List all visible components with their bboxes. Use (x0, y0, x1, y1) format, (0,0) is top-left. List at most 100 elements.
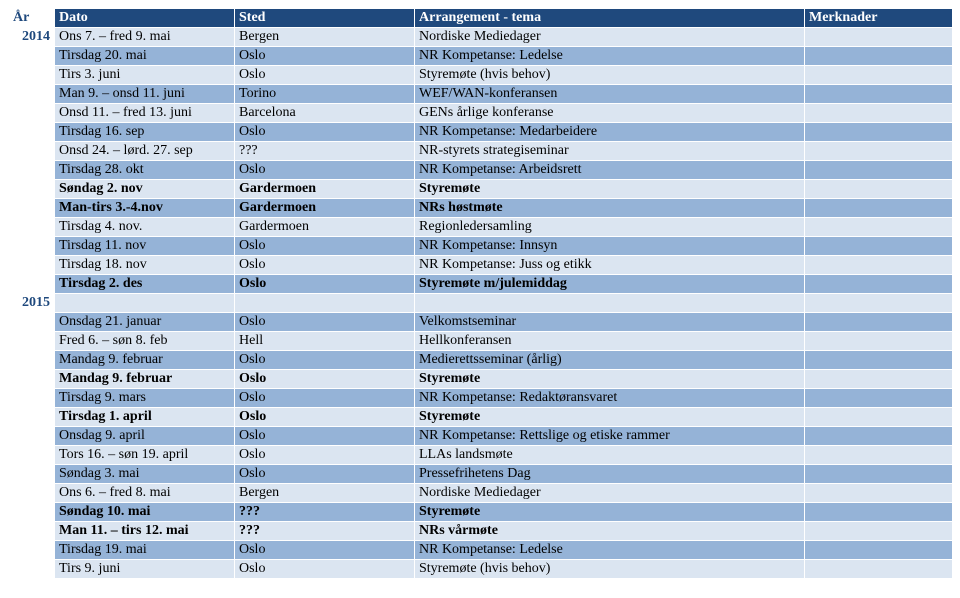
cell-dato: Ons 6. – fred 8. mai (55, 484, 235, 503)
cell-dato: Tirsdag 9. mars (55, 389, 235, 408)
year-2015: 2015 (9, 294, 55, 313)
cell-sted: Gardermoen (235, 180, 415, 199)
table-row: Tirs 9. juniOsloStyremøte (hvis behov) (9, 560, 953, 579)
table-row: Tirsdag 11. novOsloNR Kompetanse: Innsyn (9, 237, 953, 256)
col-sted: Sted (235, 9, 415, 28)
cell-dato: Mandag 9. februar (55, 370, 235, 389)
cell-sted: Torino (235, 85, 415, 104)
cell-sted: Oslo (235, 351, 415, 370)
table-row: Tirsdag 20. maiOsloNR Kompetanse: Ledels… (9, 47, 953, 66)
year-blank (9, 161, 55, 180)
year-blank (9, 218, 55, 237)
year-blank (9, 199, 55, 218)
table-row: Søndag 2. novGardermoenStyremøte (9, 180, 953, 199)
table-row: Tirsdag 16. sepOsloNR Kompetanse: Medarb… (9, 123, 953, 142)
year-blank (9, 180, 55, 199)
year-blank (9, 560, 55, 579)
cell-arr: Medierettsseminar (årlig) (415, 351, 805, 370)
cell-arr: Velkomstseminar (415, 313, 805, 332)
cell-dato: Tors 16. – søn 19. april (55, 446, 235, 465)
cell-merk (805, 104, 953, 123)
cell-sted: Gardermoen (235, 218, 415, 237)
cell-sted: Barcelona (235, 104, 415, 123)
year-blank (9, 541, 55, 560)
cell-arr: WEF/WAN-konferansen (415, 85, 805, 104)
table-row: Mandag 9. februarOsloMedierettsseminar (… (9, 351, 953, 370)
cell-arr: Styremøte (hvis behov) (415, 66, 805, 85)
table-row: Man-tirs 3.-4.novGardermoenNRs høstmøte (9, 199, 953, 218)
cell-arr: NRs høstmøte (415, 199, 805, 218)
year-blank (9, 256, 55, 275)
cell-sted: Oslo (235, 541, 415, 560)
cell-arr: NR Kompetanse: Ledelse (415, 541, 805, 560)
table-row: Onsdag 9. aprilOsloNR Kompetanse: Rettsl… (9, 427, 953, 446)
cell-dato: Mandag 9. februar (55, 351, 235, 370)
cell-dato: Tirsdag 11. nov (55, 237, 235, 256)
cell-sted: Oslo (235, 123, 415, 142)
cell-arr: NR Kompetanse: Medarbeidere (415, 123, 805, 142)
cell-dato: Ons 7. – fred 9. mai (55, 28, 235, 47)
cell-arr: Pressefrihetens Dag (415, 465, 805, 484)
table-row: Onsd 11. – fred 13. juniBarcelonaGENs år… (9, 104, 953, 123)
cell-merk (805, 560, 953, 579)
cell-sted: ??? (235, 522, 415, 541)
cell-dato: Tirsdag 19. mai (55, 541, 235, 560)
cell-dato: Tirs 9. juni (55, 560, 235, 579)
year-blank (9, 142, 55, 161)
cell-dato: Søndag 10. mai (55, 503, 235, 522)
year-blank (9, 66, 55, 85)
cell-dato: Onsd 24. – lørd. 27. sep (55, 142, 235, 161)
table-row: Tirs 3. juniOsloStyremøte (hvis behov) (9, 66, 953, 85)
year-row-2015: 2015 (9, 294, 953, 313)
col-merk: Merknader (805, 9, 953, 28)
col-dato: Dato (55, 9, 235, 28)
cell-merk (805, 370, 953, 389)
cell-merk (805, 351, 953, 370)
table-row: Tirsdag 19. maiOsloNR Kompetanse: Ledels… (9, 541, 953, 560)
cell-arr: LLAs landsmøte (415, 446, 805, 465)
cell-merk (805, 313, 953, 332)
cell-dato: Man 11. – tirs 12. mai (55, 522, 235, 541)
cell-arr: Hellkonferansen (415, 332, 805, 351)
cell-merk (805, 389, 953, 408)
table-row: Onsd 24. – lørd. 27. sep???NR-styrets st… (9, 142, 953, 161)
cell-merk (805, 256, 953, 275)
cell-sted: Bergen (235, 484, 415, 503)
cell-sted: Oslo (235, 389, 415, 408)
cell-merk (805, 465, 953, 484)
table-row: Tirsdag 2. desOsloStyremøte m/julemiddag (9, 275, 953, 294)
cell-sted (235, 294, 415, 313)
cell-merk (805, 180, 953, 199)
year-blank (9, 47, 55, 66)
cell-dato: Fred 6. – søn 8. feb (55, 332, 235, 351)
cell-sted: Oslo (235, 237, 415, 256)
cell-arr: Nordiske Mediedager (415, 28, 805, 47)
table-row: Fred 6. – søn 8. febHellHellkonferansen (9, 332, 953, 351)
cell-dato (55, 294, 235, 313)
year-blank (9, 446, 55, 465)
cell-arr: NR Kompetanse: Ledelse (415, 47, 805, 66)
cell-dato: Tirsdag 20. mai (55, 47, 235, 66)
cell-sted: Oslo (235, 47, 415, 66)
table-row: Tirsdag 1. aprilOsloStyremøte (9, 408, 953, 427)
year-2014: 2014 (9, 28, 55, 47)
cell-sted: Oslo (235, 560, 415, 579)
cell-dato: Søndag 3. mai (55, 465, 235, 484)
cell-dato: Tirsdag 18. nov (55, 256, 235, 275)
col-arr: Arrangement - tema (415, 9, 805, 28)
cell-arr: NR Kompetanse: Rettslige og etiske ramme… (415, 427, 805, 446)
table-row: Tirsdag 18. novOsloNR Kompetanse: Juss o… (9, 256, 953, 275)
cell-sted: Oslo (235, 370, 415, 389)
table-row: Tirsdag 9. marsOsloNR Kompetanse: Redakt… (9, 389, 953, 408)
cell-arr: Styremøte (hvis behov) (415, 560, 805, 579)
cell-dato: Tirsdag 1. april (55, 408, 235, 427)
year-blank (9, 123, 55, 142)
year-blank (9, 313, 55, 332)
col-ar: År (9, 9, 55, 28)
table-row: Man 11. – tirs 12. mai???NRs vårmøte (9, 522, 953, 541)
cell-merk (805, 218, 953, 237)
cell-sted: Oslo (235, 275, 415, 294)
schedule-table: ÅrDatoStedArrangement - temaMerknader 201… (8, 8, 953, 579)
cell-sted: Hell (235, 332, 415, 351)
cell-dato: Tirsdag 2. des (55, 275, 235, 294)
